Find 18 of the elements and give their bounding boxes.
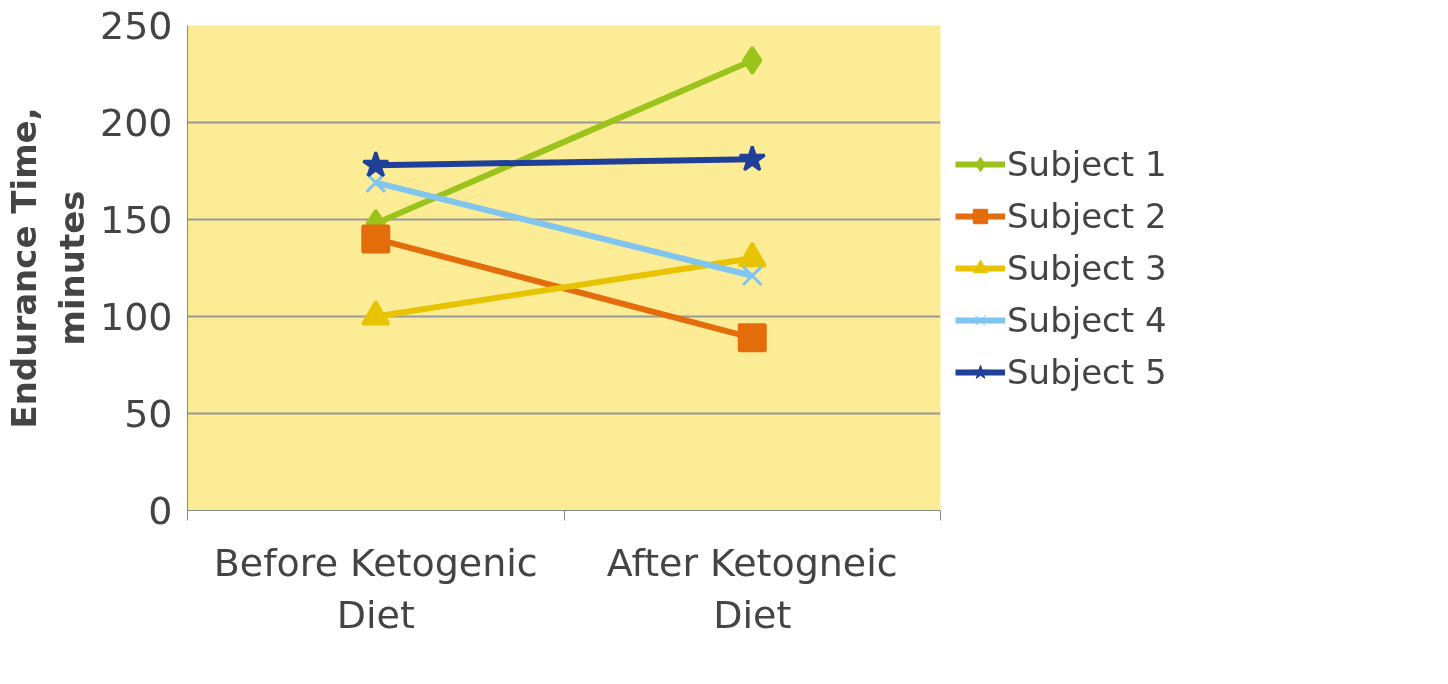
x-tick-label: Before Ketogenic Diet	[213, 540, 538, 638]
y-tick-label: 150	[99, 198, 173, 242]
y-tick-label: 250	[99, 4, 173, 48]
x-tick-label: After Ketogneic Diet	[606, 540, 898, 638]
y-tick-label: 50	[124, 392, 173, 436]
y-tick-label: 100	[99, 295, 173, 339]
legend-label: Subject 1	[1007, 143, 1168, 184]
legend-label: Subject 5	[1007, 351, 1168, 392]
y-tick-label: 0	[148, 489, 173, 533]
y-axis-title: Endurance Time, minutes	[3, 107, 92, 429]
legend-label: Subject 4	[1007, 299, 1168, 340]
point	[737, 323, 767, 353]
point	[361, 150, 390, 178]
legend-label: Subject 3	[1007, 247, 1168, 288]
point	[738, 144, 767, 172]
point	[741, 265, 763, 287]
legend-label: Subject 2	[1007, 195, 1168, 236]
y-tick-label: 200	[99, 101, 173, 145]
